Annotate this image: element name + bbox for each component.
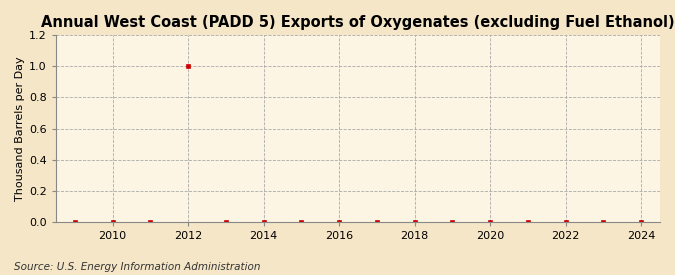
Title: Annual West Coast (PADD 5) Exports of Oxygenates (excluding Fuel Ethanol): Annual West Coast (PADD 5) Exports of Ox… xyxy=(41,15,675,30)
Text: Source: U.S. Energy Information Administration: Source: U.S. Energy Information Administ… xyxy=(14,262,260,272)
Y-axis label: Thousand Barrels per Day: Thousand Barrels per Day xyxy=(15,56,25,201)
